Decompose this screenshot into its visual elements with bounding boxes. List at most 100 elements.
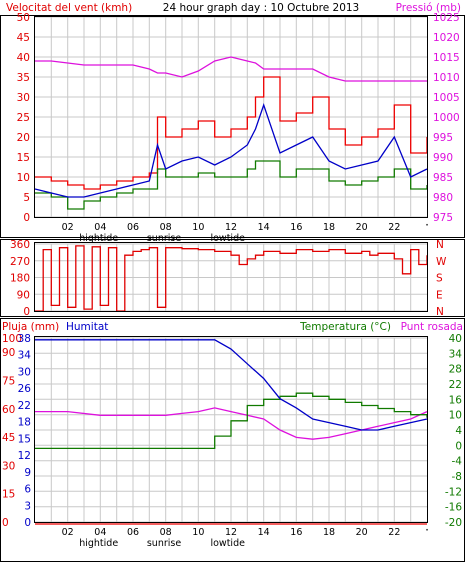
- panel3-plot-area: [34, 336, 428, 523]
- wind-gust-line: [35, 76, 428, 190]
- x-tick-label: 10: [192, 527, 204, 538]
- direction-tick-label: 270: [10, 256, 30, 268]
- pressure-line: [35, 56, 427, 82]
- x-tick-label: 16: [290, 222, 302, 233]
- wind-tick-label: 30: [17, 92, 30, 104]
- x-tick-label: 06: [127, 527, 139, 538]
- panel1-grid: [35, 16, 427, 218]
- wind-tick-label: 35: [17, 72, 30, 84]
- pressure-tick-label: 1025: [433, 12, 460, 24]
- humitat-tick-label: 18: [18, 417, 31, 429]
- panel1-series: [34, 56, 428, 210]
- x-annotation-label: hightide: [79, 233, 118, 244]
- temperature-tick-label: 22: [449, 379, 462, 391]
- panel1-plot-area: [34, 16, 428, 218]
- wind-tick-label: 5: [23, 192, 30, 204]
- wind-axis-title: Velocitat del vent (kmh): [6, 2, 132, 14]
- panel2-plot-area: [34, 242, 428, 312]
- wind-tick-label: 15: [17, 152, 30, 164]
- wind-speed-green-line: [35, 160, 428, 210]
- humitat-axis-title: Humitat: [66, 321, 108, 333]
- punt-rosada-axis-title: Punt rosada: [401, 321, 463, 333]
- wind-tick-label: 50: [17, 12, 30, 24]
- x-tick-label: 08: [160, 527, 172, 538]
- pressure-tick-label: 1010: [433, 72, 460, 84]
- x-tick-dot: ·: [425, 218, 429, 232]
- temperature-tick-label: 40: [449, 333, 462, 345]
- wind-average-line: [34, 102, 428, 198]
- wind-tick-label: 45: [17, 32, 30, 44]
- wind-tick-label: 40: [17, 52, 30, 64]
- pluja-tick-label: 0: [2, 517, 9, 529]
- temperature-line: [35, 392, 428, 450]
- x-tick-label: 14: [258, 222, 270, 233]
- panel3-right-ticks: -20 -16 -12 -8 -4 0 4 10 16 22 28 34 40: [445, 333, 462, 529]
- x-tick-label: 22: [388, 222, 400, 233]
- pressure-tick-label: 1005: [433, 92, 460, 104]
- humitat-tick-label: 34: [18, 350, 32, 362]
- x-annotation-label: sunrise: [147, 233, 181, 244]
- x-annotation-label: sunrise: [147, 538, 181, 549]
- wind-tick-label: 20: [17, 132, 30, 144]
- pressure-tick-label: 975: [433, 212, 453, 224]
- x-tick-label: 10: [192, 222, 204, 233]
- temperature-tick-label: 28: [449, 364, 462, 376]
- pressure-tick-label: 980: [433, 192, 453, 204]
- pressure-axis-title: Pressió (mb): [396, 2, 461, 14]
- panel1-right-ticks: 975 980 985 990 995 1000 1005 1010 1015 1020 1025: [433, 12, 460, 224]
- pluja-tick-label: 90: [2, 347, 15, 359]
- panel2-left-ticks: 360 270 180 90 0: [10, 239, 30, 318]
- x-tick-label: 20: [356, 527, 368, 538]
- x-tick-label: 16: [290, 527, 302, 538]
- panel1-x-ticks: 02 04 06 08 10 12 14 16 18 20 22 ·: [62, 218, 429, 233]
- temperature-tick-label: -12: [445, 486, 462, 498]
- humidity-line: [35, 339, 428, 431]
- temperature-tick-label: -20: [445, 517, 462, 529]
- pluja-tick-label: 100: [2, 333, 22, 345]
- direction-tick-label: 0: [23, 306, 30, 318]
- x-tick-label: 06: [127, 222, 139, 233]
- x-tick-label: 18: [323, 527, 335, 538]
- x-tick-label: 04: [94, 527, 106, 538]
- temperature-tick-label: 4: [455, 425, 462, 437]
- pressure-tick-label: 985: [433, 172, 453, 184]
- pressure-tick-label: 1020: [433, 32, 460, 44]
- panel3-left-ticks: 0 15 30 45 60 75 90 100 0 3 6 9 12 15 18 22 26 30 34 38: [2, 333, 31, 529]
- pluja-tick-label: 75: [2, 375, 15, 387]
- pluja-axis-title: Pluja (mm): [2, 321, 59, 333]
- humitat-tick-label: 0: [24, 517, 31, 529]
- panel3-series: [35, 339, 428, 525]
- panel3-x-ticks: 02 04 06 08 10 12 14 16 18 20 22 ·: [62, 523, 429, 538]
- panel2-series: [35, 245, 428, 312]
- wind-tick-label: 0: [23, 212, 30, 224]
- temperature-tick-label: -8: [452, 471, 462, 483]
- pressure-tick-label: 990: [433, 152, 453, 164]
- wind-direction-line: [35, 245, 428, 312]
- x-tick-label: 02: [62, 222, 74, 233]
- pressure-tick-label: 995: [433, 132, 453, 144]
- humitat-tick-label: 26: [18, 383, 32, 395]
- x-tick-label: 14: [258, 527, 270, 538]
- humitat-tick-label: 6: [24, 484, 31, 496]
- x-tick-dot: ·: [425, 523, 429, 537]
- panel3-frame: [0, 318, 465, 562]
- temperature-tick-label: 10: [449, 410, 462, 422]
- compass-label: E: [436, 289, 443, 301]
- temperature-tick-label: -16: [445, 502, 462, 514]
- x-annotation-label: hightide: [79, 538, 118, 549]
- temperatura-axis-title: Temperatura (°C): [299, 321, 391, 333]
- x-tick-label: 20: [356, 222, 368, 233]
- compass-label: N: [436, 239, 444, 251]
- compass-label: W: [436, 256, 447, 268]
- wind-tick-label: 10: [17, 172, 30, 184]
- direction-tick-label: 360: [10, 239, 30, 251]
- pluja-tick-label: 15: [2, 489, 15, 501]
- compass-label: S: [436, 273, 443, 285]
- humitat-tick-label: 30: [18, 366, 31, 378]
- panel1-x-annotations: hightide sunrise lowtide: [79, 233, 245, 244]
- x-tick-label: 04: [94, 222, 106, 233]
- panel1-left-ticks: 0 5 10 15 20 25 30 35 40 45 50: [17, 12, 30, 224]
